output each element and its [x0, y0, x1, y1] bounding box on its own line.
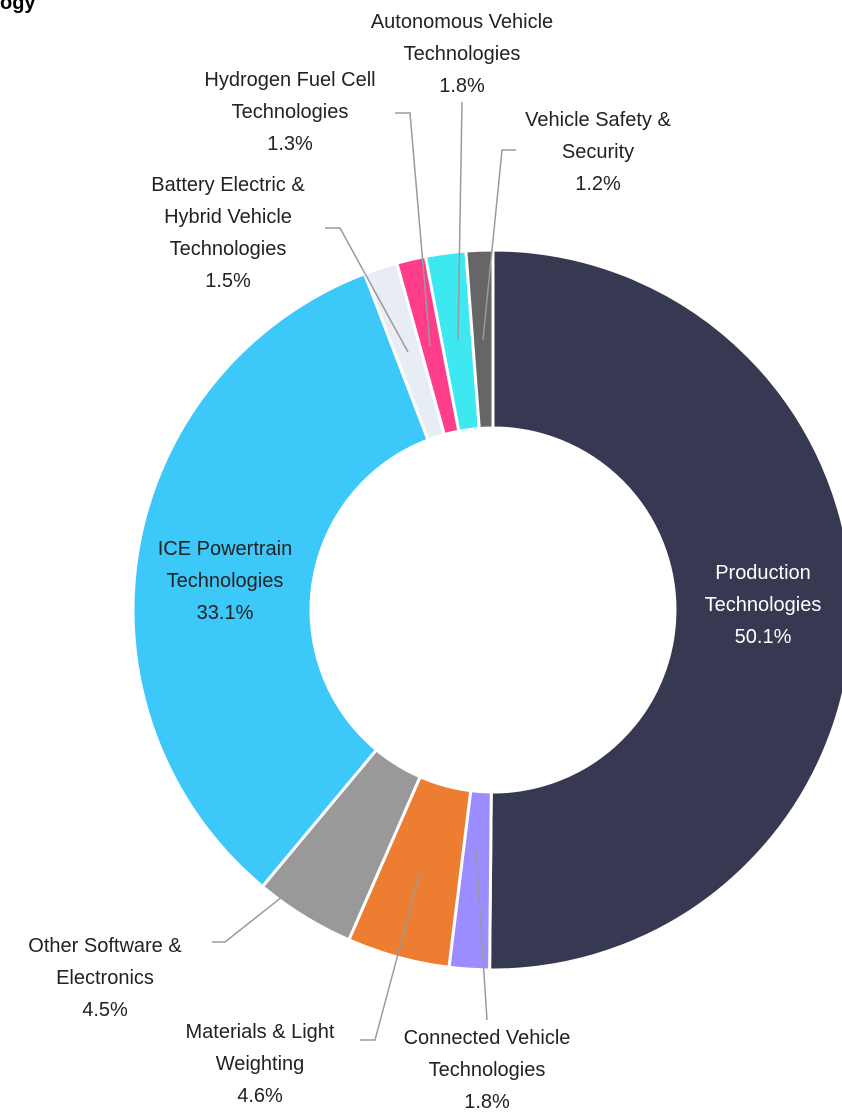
- leader-line: [395, 112, 431, 347]
- leader-line: [457, 101, 463, 341]
- value-label: 1.3%: [267, 133, 313, 155]
- slice-label: Production Technologies 50.1%: [683, 557, 842, 653]
- value-label: 1.2%: [575, 173, 621, 195]
- value-label: 50.1%: [734, 626, 792, 648]
- leader-line: [475, 849, 488, 1021]
- category-label: Autonomous Vehicle Technologies: [370, 11, 554, 65]
- slice-label: Other Software & Electronics 4.5%: [5, 930, 205, 1026]
- slice-label: Connected Vehicle Technologies 1.8%: [387, 1022, 587, 1114]
- slice: [464, 248, 495, 431]
- chart-title: ogy: [0, 0, 36, 14]
- slice-label: ICE Powertrain Technologies 33.1%: [145, 533, 305, 629]
- category-label: Materials & Light Weighting: [185, 1021, 335, 1075]
- value-label: 1.5%: [205, 270, 251, 292]
- slice: [131, 271, 431, 889]
- slice-label: Vehicle Safety & Security 1.2%: [518, 104, 678, 200]
- category-label: Production Technologies: [704, 562, 822, 616]
- leader-line: [325, 227, 409, 353]
- value-label: 33.1%: [196, 602, 254, 624]
- slice-label: Autonomous Vehicle Technologies 1.8%: [357, 6, 567, 102]
- slice-label: Hydrogen Fuel Cell Technologies 1.3%: [198, 64, 383, 160]
- value-label: 1.8%: [439, 75, 485, 97]
- leader-line: [482, 149, 516, 341]
- category-label: Battery Electric & Hybrid Vehicle Techno…: [151, 174, 305, 260]
- category-label: Vehicle Safety & Security: [525, 109, 671, 163]
- category-label: ICE Powertrain Technologies: [157, 538, 293, 592]
- slice: [488, 248, 842, 972]
- leader-line: [212, 842, 351, 943]
- leader-line: [360, 871, 421, 1041]
- value-label: 4.5%: [82, 999, 128, 1021]
- category-label: Other Software & Electronics: [28, 935, 182, 989]
- value-label: 4.6%: [237, 1085, 283, 1107]
- value-label: 1.8%: [464, 1091, 510, 1113]
- slice-label: Materials & Light Weighting 4.6%: [160, 1016, 360, 1112]
- slice-label: Battery Electric & Hybrid Vehicle Techno…: [136, 169, 321, 297]
- category-label: Hydrogen Fuel Cell Technologies: [204, 69, 376, 123]
- category-label: Connected Vehicle Technologies: [403, 1027, 571, 1081]
